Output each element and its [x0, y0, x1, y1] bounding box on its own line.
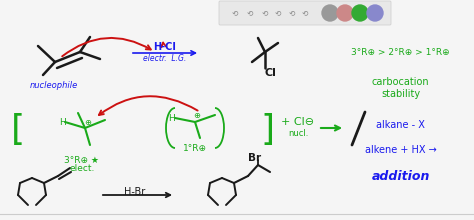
Text: H: H [60, 117, 66, 126]
Text: elect.: elect. [69, 163, 95, 172]
Circle shape [367, 5, 383, 21]
Text: ⟲: ⟲ [302, 9, 308, 18]
Text: [: [ [11, 113, 25, 147]
Text: ⊕: ⊕ [193, 110, 201, 119]
Text: ⟲: ⟲ [247, 9, 253, 18]
Text: ⟲: ⟲ [275, 9, 281, 18]
Text: nucl.: nucl. [288, 128, 308, 138]
Text: 3°R⊕ > 2°R⊕ > 1°R⊕: 3°R⊕ > 2°R⊕ > 1°R⊕ [351, 48, 450, 57]
Text: alkene + HX →: alkene + HX → [365, 145, 437, 155]
Text: ⟲: ⟲ [262, 9, 268, 18]
FancyBboxPatch shape [219, 1, 391, 25]
Text: ]: ] [261, 113, 275, 147]
Text: ⟲: ⟲ [289, 9, 295, 18]
Circle shape [352, 5, 368, 21]
Text: addition: addition [371, 169, 430, 183]
Text: H: H [168, 114, 175, 123]
Text: ⊕: ⊕ [84, 117, 91, 126]
Text: carbocation
stability: carbocation stability [372, 77, 429, 99]
Text: H-Br: H-Br [124, 187, 146, 197]
Circle shape [337, 5, 353, 21]
Text: alkane - X: alkane - X [376, 120, 425, 130]
Text: H-Cl: H-Cl [154, 42, 176, 52]
Text: Cl: Cl [264, 68, 276, 78]
Text: 3°R⊕ ★: 3°R⊕ ★ [64, 156, 100, 165]
Text: nucleophile: nucleophile [30, 81, 78, 90]
Text: + Cl⊖: + Cl⊖ [282, 117, 315, 127]
Circle shape [322, 5, 338, 21]
Text: ⟲: ⟲ [232, 9, 238, 18]
Text: Br: Br [248, 153, 262, 163]
Text: electr.  L.G.: electr. L.G. [143, 53, 187, 62]
Text: 1°R⊕: 1°R⊕ [183, 143, 207, 152]
